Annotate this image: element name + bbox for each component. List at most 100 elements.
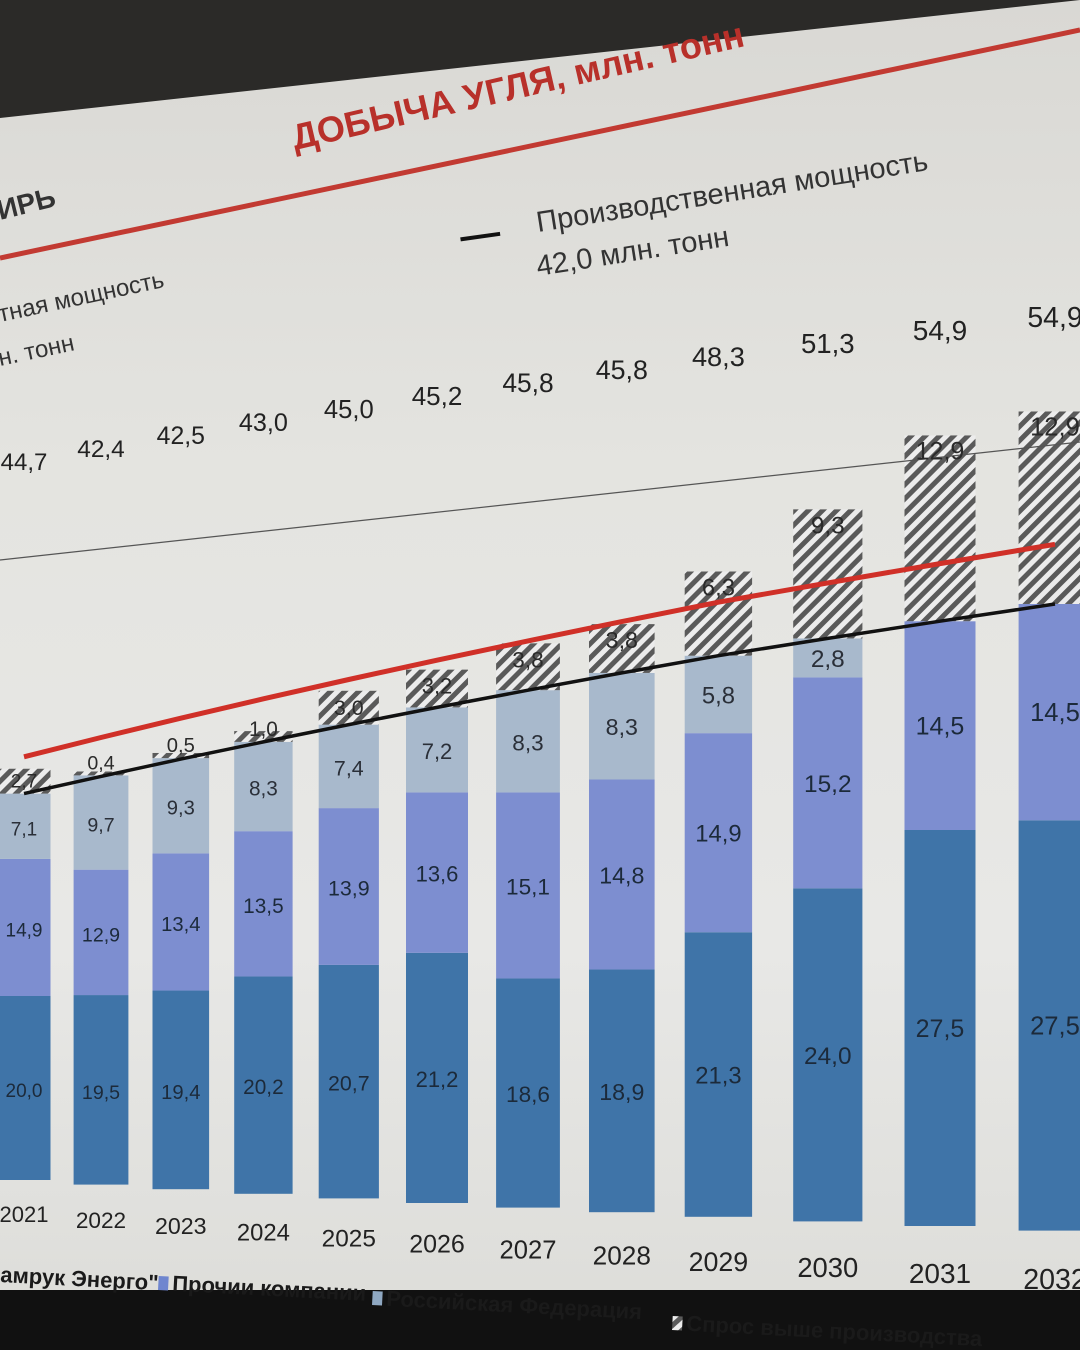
total-label-2028: 45,8	[596, 355, 648, 385]
bar-other-2029	[684, 733, 753, 933]
label-excess-2030: 9,3	[811, 512, 845, 539]
label-russia-2026: 7,2	[422, 739, 453, 764]
label-other-2022: 12,9	[82, 924, 120, 946]
bar-other-2022	[73, 869, 129, 996]
label-samruk-2021: 20,0	[6, 1081, 43, 1102]
bar-russia-2029	[684, 655, 753, 734]
label-samruk-2030: 24,0	[804, 1043, 851, 1070]
bar-samruk-2030	[793, 888, 863, 1222]
bar-samruk-2031	[904, 830, 976, 1226]
label-russia-2021: 7,1	[11, 819, 37, 840]
label-other-2027: 15,1	[506, 874, 550, 899]
label-samruk-2031: 27,5	[916, 1015, 965, 1043]
label-excess-2032: 12,9	[1030, 413, 1080, 441]
bar-other-2021	[0, 858, 51, 996]
label-samruk-2022: 19,5	[82, 1082, 120, 1104]
bar-excess-2024	[234, 731, 293, 742]
label-other-2026: 13,6	[416, 862, 459, 887]
label-russia-2025: 7,4	[334, 756, 364, 780]
bar-samruk-2027	[496, 978, 560, 1208]
capacity-line-red	[23, 541, 1056, 760]
label-russia-2024: 8,3	[249, 778, 278, 801]
legend-label-3: Спрос выше производства	[686, 1311, 984, 1350]
bar-other-2031	[904, 621, 976, 830]
bar-other-2032	[1018, 603, 1080, 821]
bar-excess-2029	[684, 571, 753, 656]
bar-russia-2022	[73, 775, 129, 870]
label-excess-2025: 3,0	[334, 696, 364, 720]
legend-item-1: Прочии компании	[157, 1271, 367, 1306]
bar-russia-2025	[318, 724, 379, 809]
total-label-2030: 51,3	[801, 328, 855, 359]
label-russia-2023: 9,3	[167, 798, 195, 820]
label-other-2024: 13,5	[243, 895, 283, 918]
label-excess-2021: 2,7	[11, 772, 37, 793]
label-samruk-2026: 21,2	[416, 1067, 459, 1092]
x-tick-2026: 2026	[409, 1231, 465, 1259]
legend-label-2: Российская Федерация	[386, 1286, 643, 1324]
label-other-2023: 13,4	[161, 914, 200, 936]
total-label-2026: 45,2	[412, 381, 463, 411]
bar-russia-2021	[0, 793, 51, 859]
label-samruk-2028: 18,9	[599, 1079, 644, 1105]
legend-item-0: амрук Энерго"	[0, 1262, 159, 1295]
bar-russia-2023	[152, 758, 210, 854]
legend-swatch-3	[672, 1316, 683, 1331]
capacity-line-black	[23, 602, 1056, 796]
label-other-2029: 14,9	[695, 821, 741, 848]
label-excess-2029: 6,3	[702, 575, 735, 602]
bar-samruk-2028	[589, 969, 655, 1213]
x-tick-2029: 2029	[689, 1247, 749, 1277]
label-other-2031: 14,5	[916, 713, 965, 741]
total-label-2027: 45,8	[502, 368, 553, 398]
bar-samruk-2025	[318, 964, 379, 1199]
total-label-2032: 54,9	[1027, 302, 1080, 334]
capacity-left-line2: н. тонн	[0, 329, 77, 371]
legend-item-2: Российская Федерация	[372, 1286, 643, 1324]
x-tick-2031: 2031	[909, 1258, 971, 1289]
bar-other-2027	[496, 792, 560, 979]
bar-excess-2028	[589, 624, 655, 673]
label-other-2021: 14,9	[6, 920, 43, 941]
chart-title: ДОБЫЧА УГЛЯ, млн. тонн	[288, 14, 748, 158]
label-other-2028: 14,8	[599, 863, 644, 889]
bar-other-2024	[234, 831, 293, 977]
x-tick-2022: 2022	[76, 1208, 126, 1233]
x-tick-2032: 2032	[1023, 1264, 1080, 1296]
label-russia-2022: 9,7	[87, 815, 114, 837]
label-excess-2027: 3,8	[512, 647, 543, 672]
bar-other-2025	[318, 808, 379, 965]
bar-russia-2028	[589, 672, 655, 780]
bar-excess-2023	[152, 752, 210, 759]
bar-samruk-2022	[73, 995, 129, 1185]
label-russia-2029: 5,8	[702, 682, 735, 709]
label-excess-2024: 1,0	[249, 718, 278, 741]
bar-russia-2026	[406, 707, 468, 793]
x-tick-2028: 2028	[593, 1241, 651, 1271]
header-red-rule	[0, 27, 1080, 261]
legend-label-0: амрук Энерго"	[0, 1262, 159, 1295]
label-samruk-2029: 21,3	[695, 1063, 741, 1090]
bar-samruk-2024	[234, 976, 293, 1194]
label-russia-2027: 8,3	[512, 730, 543, 755]
label-samruk-2023: 19,4	[161, 1082, 200, 1104]
total-label-2022: 42,4	[77, 436, 124, 463]
legend-label-1: Прочии компании	[172, 1271, 367, 1306]
totals-guide-line	[0, 441, 1080, 561]
label-excess-2022: 0,4	[87, 752, 114, 774]
legend-swatch-2	[372, 1291, 383, 1306]
x-tick-2030: 2030	[797, 1252, 858, 1283]
bar-excess-2027	[496, 643, 560, 691]
bar-russia-2024	[234, 741, 293, 832]
bar-samruk-2029	[684, 932, 753, 1217]
total-label-2031: 54,9	[913, 315, 968, 346]
capacity-right-line1: Производственная мощность	[534, 145, 930, 239]
bar-excess-2026	[406, 669, 468, 708]
label-samruk-2032: 27,5	[1030, 1012, 1080, 1040]
total-label-2029: 48,3	[692, 341, 745, 372]
bar-other-2023	[152, 853, 210, 991]
bars-layer	[0, 411, 1080, 1231]
bar-other-2026	[406, 792, 468, 953]
